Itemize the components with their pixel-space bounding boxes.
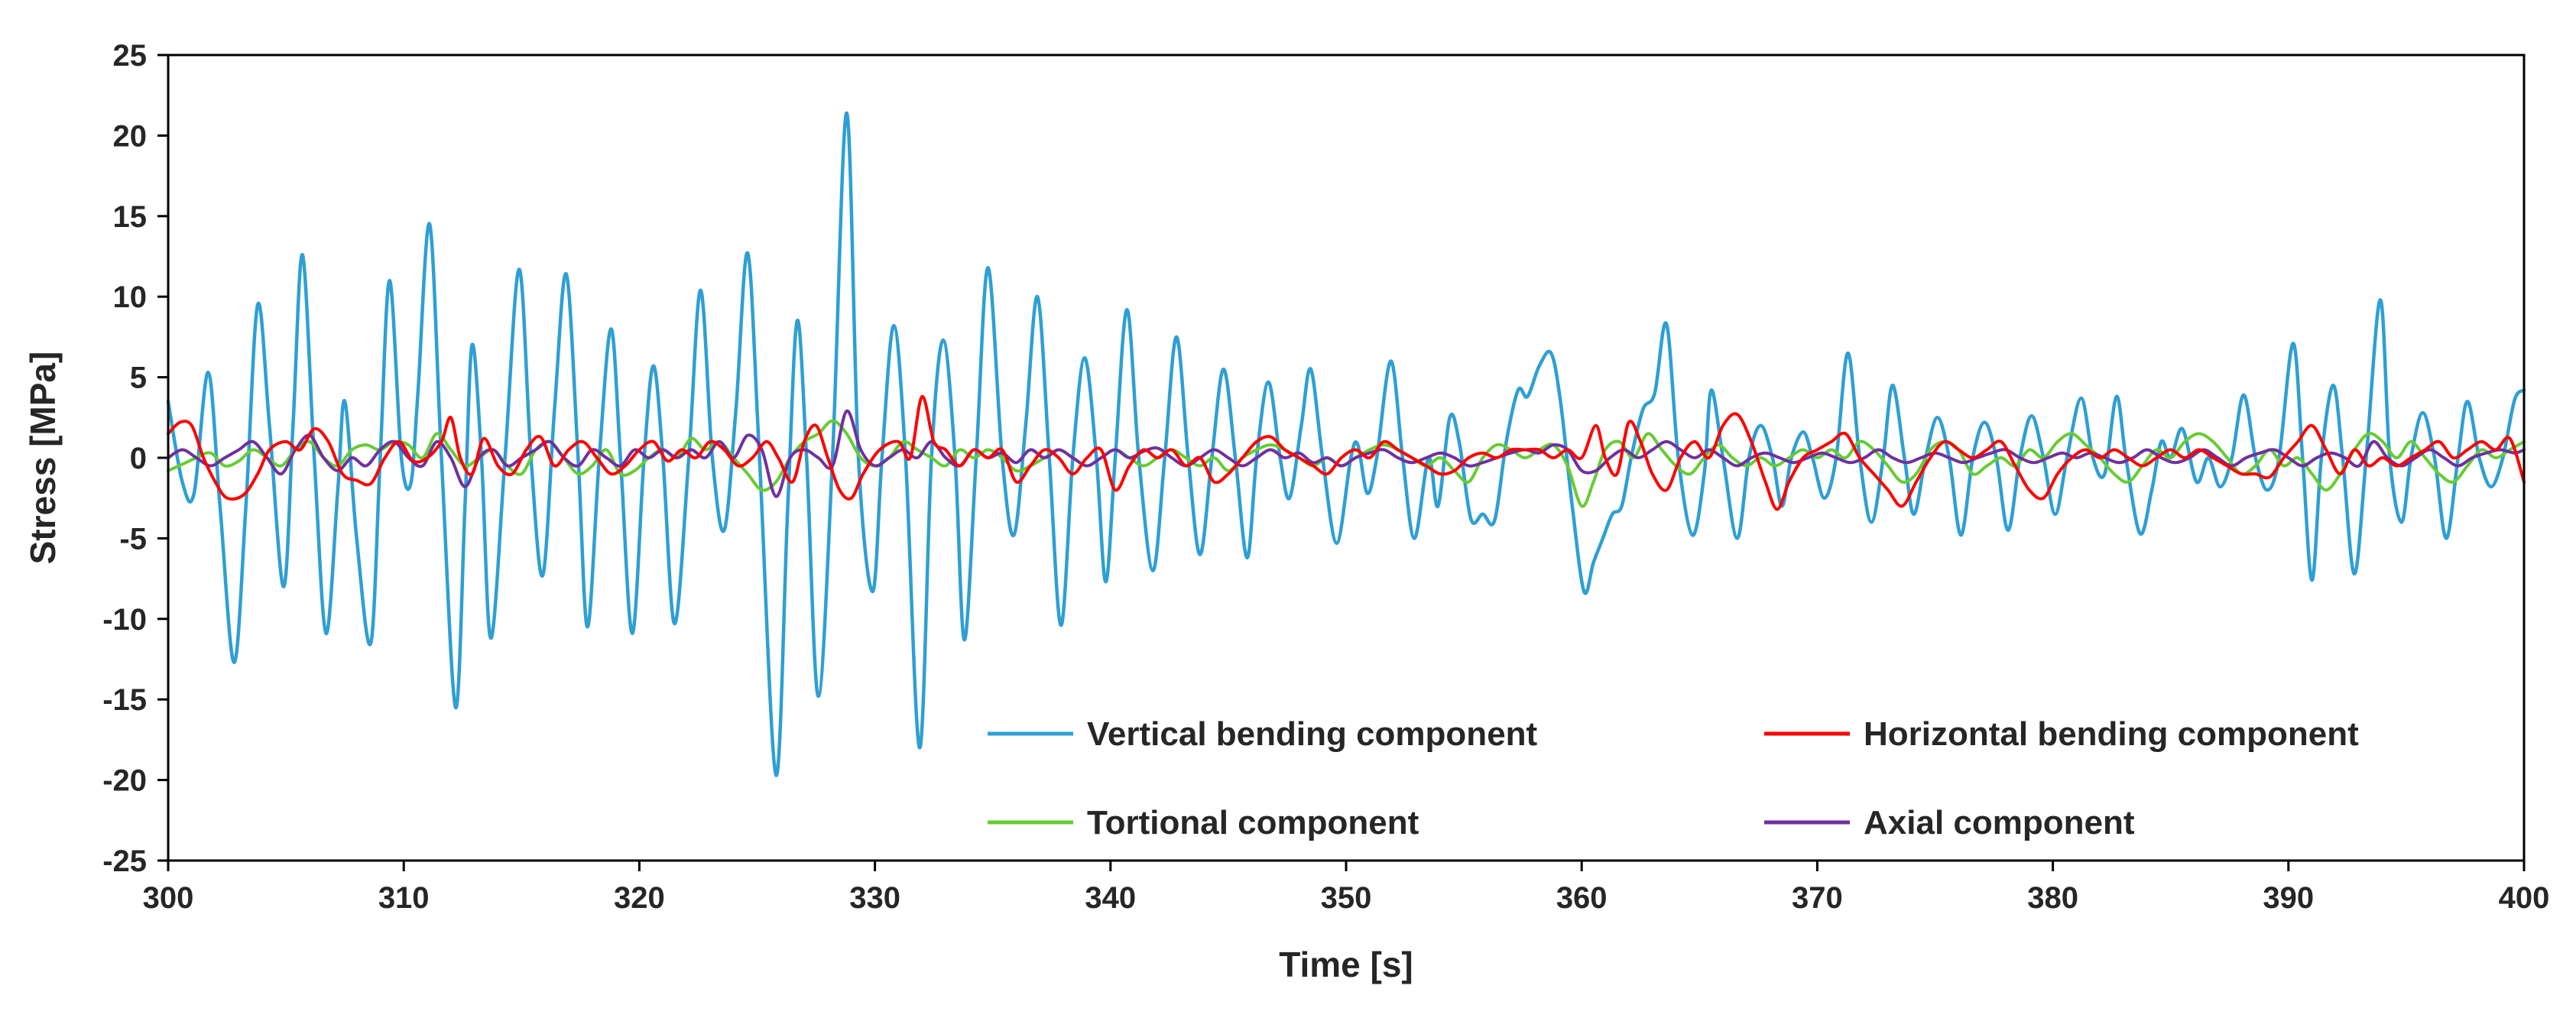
series-lines <box>166 111 2526 777</box>
legend-label-vertical-bending: Vertical bending component <box>1087 715 1538 753</box>
y-tick-label: 0 <box>130 442 147 475</box>
x-tick-label: 360 <box>1556 881 1608 915</box>
x-tick-label: 380 <box>2027 881 2078 915</box>
x-tick-label: 400 <box>2499 881 2550 915</box>
y-tick-label: -20 <box>102 764 147 798</box>
y-tick-label: -15 <box>102 683 147 717</box>
x-axis-title: Time [s] <box>1279 945 1413 984</box>
plot-area-frame <box>167 53 2526 862</box>
y-tick-label: 20 <box>113 119 148 153</box>
y-tick-label: 5 <box>130 361 147 395</box>
x-tick-label: 390 <box>2263 881 2314 915</box>
legend-label-axial: Axial component <box>1864 804 2135 841</box>
legend-label-tortional: Tortional component <box>1087 804 1419 841</box>
y-tick-label: 10 <box>113 280 148 314</box>
x-tick-label: 350 <box>1321 881 1372 915</box>
y-tick-label: -10 <box>102 603 147 637</box>
legend-label-horizontal-bending: Horizontal bending component <box>1864 715 2359 753</box>
x-axis-ticks: 300 310 320 330 340 350 360 370 380 390 400 <box>143 861 2550 915</box>
x-tick-label: 330 <box>849 881 900 915</box>
x-tick-label: 310 <box>378 881 430 915</box>
y-tick-label: -25 <box>102 845 147 878</box>
x-tick-label: 300 <box>143 881 194 915</box>
series-line-horizontal-bending <box>167 394 2526 511</box>
y-tick-label: 15 <box>113 200 148 234</box>
y-tick-label: 25 <box>113 39 148 73</box>
series-line-vertical-bending <box>166 111 2526 777</box>
y-axis-title: Stress [MPa] <box>23 352 63 565</box>
y-axis-ticks: -25 -20 -15 -10 -5 0 5 10 15 20 25 <box>102 39 168 878</box>
x-tick-label: 340 <box>1085 881 1136 915</box>
y-tick-label: -5 <box>119 522 147 556</box>
legend: Vertical bending component Horizontal be… <box>988 715 2359 841</box>
x-tick-label: 370 <box>1792 881 1843 915</box>
x-tick-label: 320 <box>614 881 665 915</box>
